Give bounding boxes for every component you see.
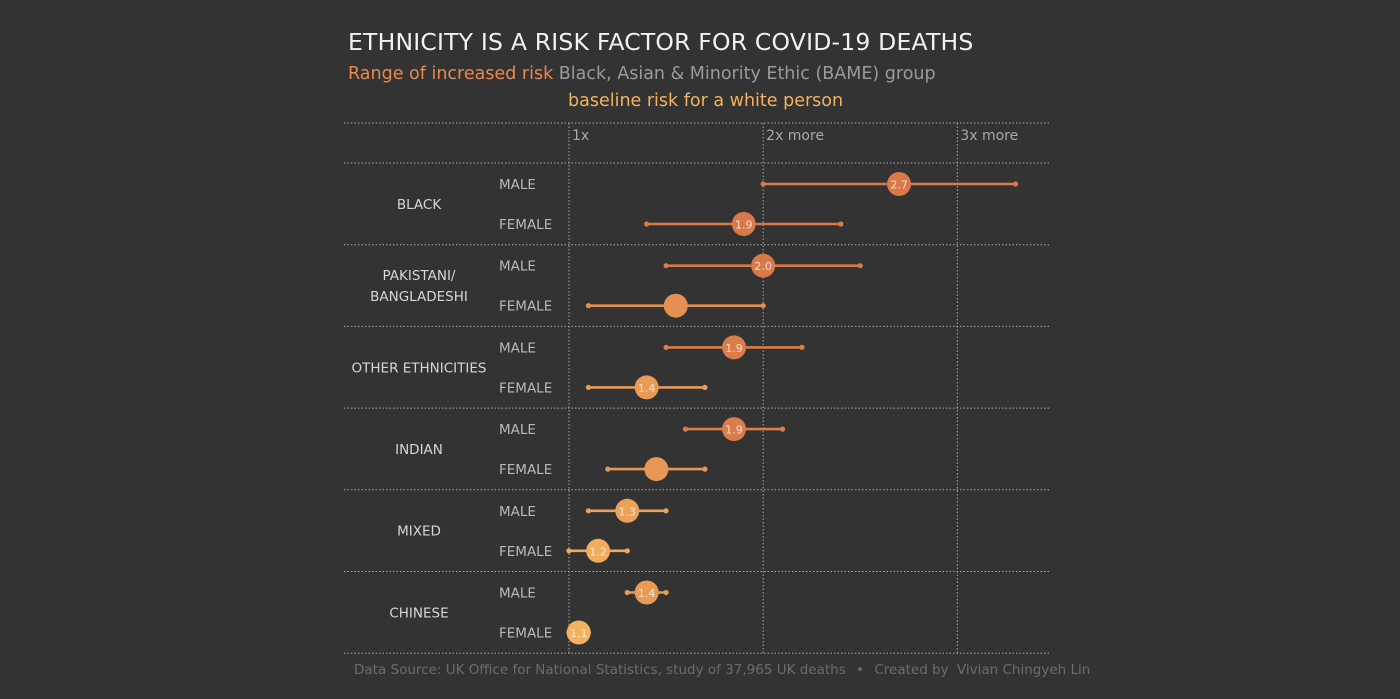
sex-label: FEMALE <box>499 299 552 315</box>
sex-label: MALE <box>499 177 536 193</box>
group-label: BANGLADESHI <box>370 289 468 305</box>
footer-separator: • <box>856 662 865 678</box>
risk-estimate-dot <box>731 212 756 236</box>
data-source: Data Source: UK Office for National Stat… <box>354 662 846 678</box>
value-label: 1.3 <box>619 505 637 518</box>
range-low-end <box>605 466 611 472</box>
value-label: 1.9 <box>735 219 753 232</box>
range-high-end <box>779 426 786 432</box>
range-high-end <box>702 466 708 472</box>
risk-estimate-dot <box>663 293 688 318</box>
range-high-end <box>1012 181 1019 187</box>
risk-estimate-dot <box>615 498 640 523</box>
group-label: OTHER ETHNICITIES <box>352 360 487 376</box>
x-tick-label: 1x <box>572 128 589 144</box>
chart-title: ETHNICITY IS A RISK FACTOR FOR COVID-19 … <box>348 28 974 56</box>
sex-label: MALE <box>499 504 536 520</box>
range-high-end <box>857 263 863 269</box>
group-label: BLACK <box>397 197 443 213</box>
risk-estimate-dot <box>586 538 611 563</box>
range-low-end <box>624 589 630 596</box>
risk-estimate-dot <box>644 457 669 482</box>
range-low-end <box>760 181 766 187</box>
value-label: 1.1 <box>570 627 588 640</box>
risk-estimate-dot <box>887 172 912 196</box>
x-tick-label: 2x more <box>766 128 824 144</box>
sex-label: FEMALE <box>499 217 552 233</box>
sex-label: FEMALE <box>499 544 552 560</box>
value-label: 2.0 <box>754 260 772 273</box>
chart-subtitle: Range of increased risk Black, Asian & M… <box>348 64 936 84</box>
range-low-end <box>644 221 650 227</box>
range-low-end <box>663 344 669 350</box>
value-label: 1.4 <box>638 382 656 395</box>
range-low-end <box>585 303 592 309</box>
range-high-end <box>663 508 669 514</box>
group-label: INDIAN <box>395 442 443 458</box>
range-high-end <box>702 384 708 390</box>
risk-estimate-dot <box>634 375 659 400</box>
risk-estimate-dot <box>634 580 659 605</box>
value-label: 1.2 <box>589 545 607 558</box>
sex-label: FEMALE <box>499 626 552 642</box>
sex-label: MALE <box>499 586 536 602</box>
value-label: 1.9 <box>725 342 743 355</box>
risk-estimate-dot <box>751 253 776 278</box>
range-high-end <box>624 548 630 554</box>
sex-label: FEMALE <box>499 380 552 396</box>
footer: Data Source: UK Office for National Stat… <box>354 662 1090 678</box>
value-label: 1.9 <box>725 424 743 437</box>
risk-estimate-dot <box>566 620 591 645</box>
risk-estimate-dot <box>722 335 747 360</box>
credit-name: Vivian Chingyeh Lin <box>956 662 1091 678</box>
baseline-note: baseline risk for a white person <box>568 91 844 111</box>
range-low-end <box>585 384 592 390</box>
sex-label: MALE <box>499 422 536 438</box>
subtitle-range-label: Range of increased risk <box>348 64 554 84</box>
risk-estimate-dot <box>722 417 747 442</box>
group-label: CHINESE <box>389 605 448 621</box>
range-high-end <box>760 303 766 309</box>
subtitle-group-label: Black, Asian & Minority Ethic (BAME) gro… <box>558 64 936 84</box>
sex-label: FEMALE <box>499 462 552 478</box>
sex-label: MALE <box>499 259 536 275</box>
range-low-end <box>663 263 669 269</box>
x-tick-label: 3x more <box>960 128 1018 144</box>
range-high-end <box>838 221 844 227</box>
group-label: PAKISTANI/ <box>383 268 456 284</box>
range-high-end <box>663 589 669 596</box>
value-label: 1.4 <box>638 587 656 600</box>
range-low-end <box>585 508 592 514</box>
group-label: MIXED <box>397 524 441 540</box>
range-high-end <box>799 344 805 350</box>
sex-label: MALE <box>499 340 536 356</box>
value-label: 2.7 <box>890 179 908 192</box>
range-low-end <box>566 548 572 554</box>
credit-label: Created by <box>874 662 949 678</box>
range-low-end <box>682 426 689 432</box>
